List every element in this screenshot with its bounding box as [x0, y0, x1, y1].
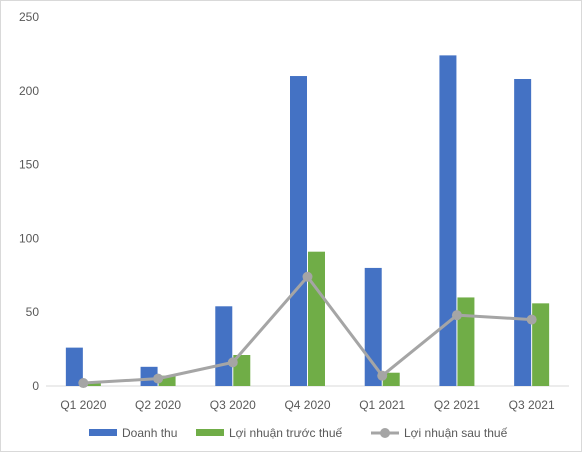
line-point-loi-nhuan-sau-thue — [153, 373, 164, 384]
legend: Doanh thu Lợi nhuận trước thuế Lợi nhuận s… — [89, 426, 508, 440]
line-point-loi-nhuan-sau-thue — [526, 314, 537, 325]
bar-doanh-thu — [215, 306, 233, 386]
bar-doanh-thu — [65, 347, 83, 386]
bar-doanh-thu — [364, 267, 382, 386]
line-point-loi-nhuan-sau-thue — [78, 378, 89, 389]
line-series-group — [78, 271, 537, 389]
y-tick-label: 0 — [32, 379, 39, 393]
bar-doanh-thu — [514, 78, 532, 386]
y-tick-label: 200 — [19, 84, 39, 98]
legend-swatch-marker — [380, 428, 390, 438]
x-tick-label: Q3 2021 — [509, 398, 555, 412]
x-axis: Q1 2020 Q2 2020 Q3 2020 Q4 2020 Q1 2021 Q2 20… — [46, 385, 569, 412]
bar-doanh-thu — [290, 76, 307, 386]
line-point-loi-nhuan-sau-thue — [377, 370, 388, 381]
x-tick-label: Q4 2020 — [284, 398, 330, 412]
line-point-loi-nhuan-sau-thue — [227, 357, 238, 368]
legend-swatch — [196, 429, 224, 436]
line-point-loi-nhuan-sau-thue — [451, 310, 462, 321]
line-point-loi-nhuan-sau-thue — [302, 271, 313, 282]
bar-loi-nhuan-truoc-thue — [83, 383, 101, 386]
bar-doanh-thu — [439, 55, 457, 386]
bar-loi-nhuan-truoc-thue — [158, 375, 176, 386]
x-tick-label: Q2 2020 — [135, 398, 181, 412]
bar-series-group — [65, 55, 550, 386]
bar-loi-nhuan-truoc-thue — [457, 297, 475, 386]
bar-loi-nhuan-truoc-thue — [532, 303, 550, 386]
y-tick-label: 250 — [19, 10, 39, 24]
legend-label: Lợi nhuận sau thuế — [404, 426, 508, 440]
x-tick-label: Q1 2021 — [359, 398, 405, 412]
bar-loi-nhuan-truoc-thue — [308, 251, 325, 386]
y-tick-label: 100 — [19, 231, 39, 245]
y-tick-label: 50 — [26, 305, 40, 319]
bar-doanh-thu — [140, 366, 158, 386]
y-axis: 0 50 100 150 200 250 — [19, 10, 39, 393]
legend-label: Doanh thu — [122, 426, 177, 440]
legend-swatch — [89, 429, 117, 436]
x-tick-label: Q2 2021 — [434, 398, 480, 412]
y-tick-label: 150 — [19, 158, 39, 172]
x-tick-label: Q3 2020 — [210, 398, 256, 412]
legend-label: Lợi nhuận trước thuế — [229, 426, 342, 440]
x-tick-label: Q1 2020 — [60, 398, 106, 412]
